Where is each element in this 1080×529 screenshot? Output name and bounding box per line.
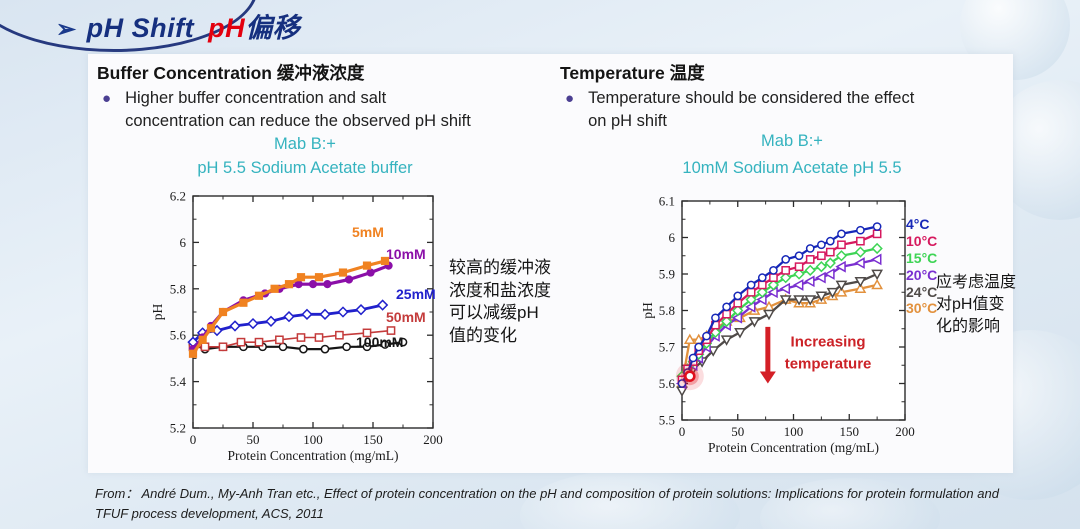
left-bullet: ● Higher buffer concentration and salt c… (102, 87, 502, 133)
left-annotation: 较高的缓冲液 浓度和盐浓度 可以减缓pH 值的变化 (449, 258, 551, 345)
svg-text:6.2: 6.2 (170, 189, 186, 204)
svg-text:24°C: 24°C (906, 284, 937, 300)
temperature-chart: 0 50 100 150 200 5.5 5.6 5.7 5.8 5.9 6 6.1 Protein C… (640, 194, 937, 456)
svg-text:20°C: 20°C (906, 267, 937, 283)
svg-text:Protein Concentration (mg/mL): Protein Concentration (mg/mL) (708, 440, 879, 455)
citation: From： André Dum., My-Anh Tran etc., Effe… (95, 486, 999, 521)
page-title: ➢ pH Shift pH偏移 (56, 6, 300, 45)
svg-text:25mM: 25mM (396, 286, 436, 302)
svg-text:50: 50 (731, 424, 744, 439)
svg-text:Increasing: Increasing (791, 334, 866, 351)
svg-text:5.5: 5.5 (659, 413, 675, 428)
svg-text:5.6: 5.6 (659, 376, 676, 391)
svg-text:150: 150 (840, 424, 860, 439)
svg-text:6.1: 6.1 (659, 194, 675, 209)
svg-text:100: 100 (303, 432, 323, 447)
svg-text:150: 150 (363, 432, 383, 447)
svg-text:30°C: 30°C (906, 300, 937, 316)
svg-text:0: 0 (190, 432, 197, 447)
svg-text:pH: pH (150, 304, 165, 321)
svg-text:50mM: 50mM (386, 309, 426, 325)
right-bullet-text: Temperature should be considered the eff… (588, 89, 915, 130)
svg-text:6: 6 (669, 230, 676, 245)
title-english: pH Shift (86, 13, 195, 43)
svg-text:50: 50 (247, 432, 260, 447)
svg-text:4°C: 4°C (906, 216, 930, 232)
svg-text:pH: pH (640, 302, 655, 319)
title-chinese-ph: pH (208, 13, 246, 43)
svg-text:200: 200 (895, 424, 915, 439)
svg-text:5.2: 5.2 (170, 421, 186, 436)
svg-text:Protein Concentration (mg/mL): Protein Concentration (mg/mL) (228, 448, 399, 463)
svg-text:5.8: 5.8 (170, 281, 186, 296)
bullet-icon: ● (565, 90, 575, 107)
svg-text:10°C: 10°C (906, 233, 937, 249)
buffer-concentration-chart: 0 50 100 150 200 5.2 5.4 5.6 5.8 6 6.2 Protein Conc… (150, 189, 443, 464)
bullet-icon: ● (102, 90, 112, 107)
svg-text:6: 6 (180, 235, 187, 250)
arrow-bullet-icon: ➢ (56, 16, 77, 43)
svg-text:15°C: 15°C (906, 250, 937, 266)
svg-text:5.7: 5.7 (659, 340, 676, 355)
right-annotation: 应考虑温度 对pH值变 化的影响 (936, 274, 1017, 335)
left-bullet-text: Higher buffer concentration and salt con… (125, 89, 471, 130)
svg-text:5.8: 5.8 (659, 303, 675, 318)
right-chart-title: Mab B:+ 10mM Sodium Acetate pH 5.5 (682, 132, 902, 177)
left-chart-title: Mab B:+ pH 5.5 Sodium Acetate buffer (197, 135, 413, 177)
left-section-header: Buffer Concentration 缓冲液浓度 (97, 63, 365, 83)
svg-text:100: 100 (784, 424, 804, 439)
svg-text:5.9: 5.9 (659, 267, 675, 282)
svg-text:200: 200 (423, 432, 443, 447)
svg-text:10mM: 10mM (386, 246, 426, 262)
svg-text:5mM: 5mM (352, 224, 384, 240)
title-chinese: 偏移 (245, 13, 301, 43)
right-bullet: ● Temperature should be considered the e… (565, 87, 995, 133)
svg-text:0: 0 (679, 424, 686, 439)
svg-text:5.4: 5.4 (170, 374, 187, 389)
svg-text:100mM: 100mM (356, 334, 403, 350)
svg-text:5.6: 5.6 (170, 328, 187, 343)
svg-text:temperature: temperature (785, 355, 872, 372)
right-section-header: Temperature 温度 (560, 63, 705, 83)
